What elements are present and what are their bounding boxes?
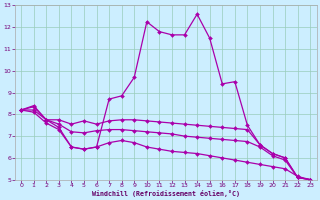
X-axis label: Windchill (Refroidissement éolien,°C): Windchill (Refroidissement éolien,°C) (92, 190, 240, 197)
